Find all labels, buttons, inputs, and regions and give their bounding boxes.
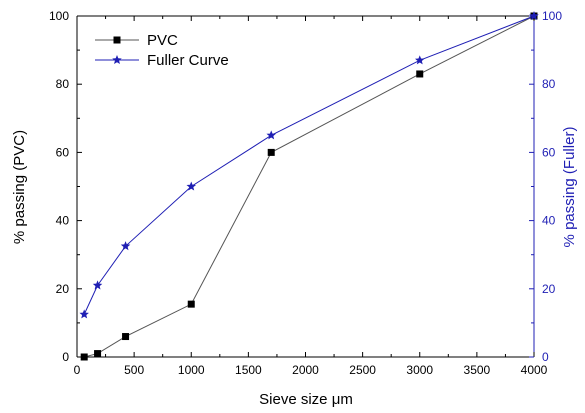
- legend-item-fuller: Fuller Curve: [95, 52, 229, 69]
- series-pvc-point: [416, 70, 424, 78]
- x-tick-label: 4000: [521, 363, 548, 377]
- x-axis-title: Sieve size μm: [259, 391, 353, 408]
- y-right-tick-label: 0: [542, 350, 549, 364]
- y-right-tick-label: 20: [542, 282, 556, 296]
- x-tick-label: 1000: [178, 363, 205, 377]
- y-left-tick-label: 40: [56, 214, 70, 228]
- y-left-tick-label: 20: [56, 282, 70, 296]
- y-left-tick-label: 80: [56, 77, 70, 91]
- series-pvc-point: [267, 148, 275, 156]
- x-tick-label: 0: [74, 363, 81, 377]
- legend-fuller-marker: [112, 55, 122, 65]
- series-fuller-point: [266, 130, 276, 140]
- legend-pvc-label: PVC: [147, 32, 178, 49]
- x-tick-label: 3000: [406, 363, 433, 377]
- y-right-tick-label: 40: [542, 214, 556, 228]
- series-pvc-point: [187, 300, 195, 308]
- series-fuller-point: [92, 280, 103, 290]
- series-pvc-point: [80, 353, 88, 361]
- x-tick-label: 3500: [464, 363, 491, 377]
- y-right-tick-label: 80: [542, 77, 556, 91]
- series-layer: [79, 11, 539, 361]
- series-fuller-point: [414, 55, 425, 65]
- y-axis-left-title: % passing (PVC): [11, 130, 28, 244]
- series-pvc-point: [122, 333, 130, 341]
- x-tick-label: 2500: [349, 363, 376, 377]
- series-fuller-point: [186, 181, 197, 191]
- series-fuller-point: [79, 309, 89, 319]
- legend: PVC Fuller Curve: [95, 32, 229, 69]
- series-pvc-point: [94, 350, 102, 358]
- legend-fuller-label: Fuller Curve: [147, 52, 229, 69]
- y-right-tick-label: 60: [542, 145, 556, 159]
- y-axis-right-title: % passing (Fuller): [561, 127, 578, 248]
- series-fuller-point: [120, 241, 131, 251]
- y-right-tick-label: 100: [542, 9, 562, 23]
- x-tick-label: 500: [124, 363, 144, 377]
- legend-item-pvc: PVC: [95, 32, 178, 49]
- y-left-tick-label: 60: [56, 145, 70, 159]
- x-tick-label: 1500: [235, 363, 262, 377]
- series-fuller-point: [529, 11, 539, 21]
- y-left-tick-label: 100: [49, 9, 69, 23]
- legend-pvc-marker: [113, 36, 121, 44]
- x-tick-label: 2000: [292, 363, 319, 377]
- y-left-tick-label: 0: [62, 350, 69, 364]
